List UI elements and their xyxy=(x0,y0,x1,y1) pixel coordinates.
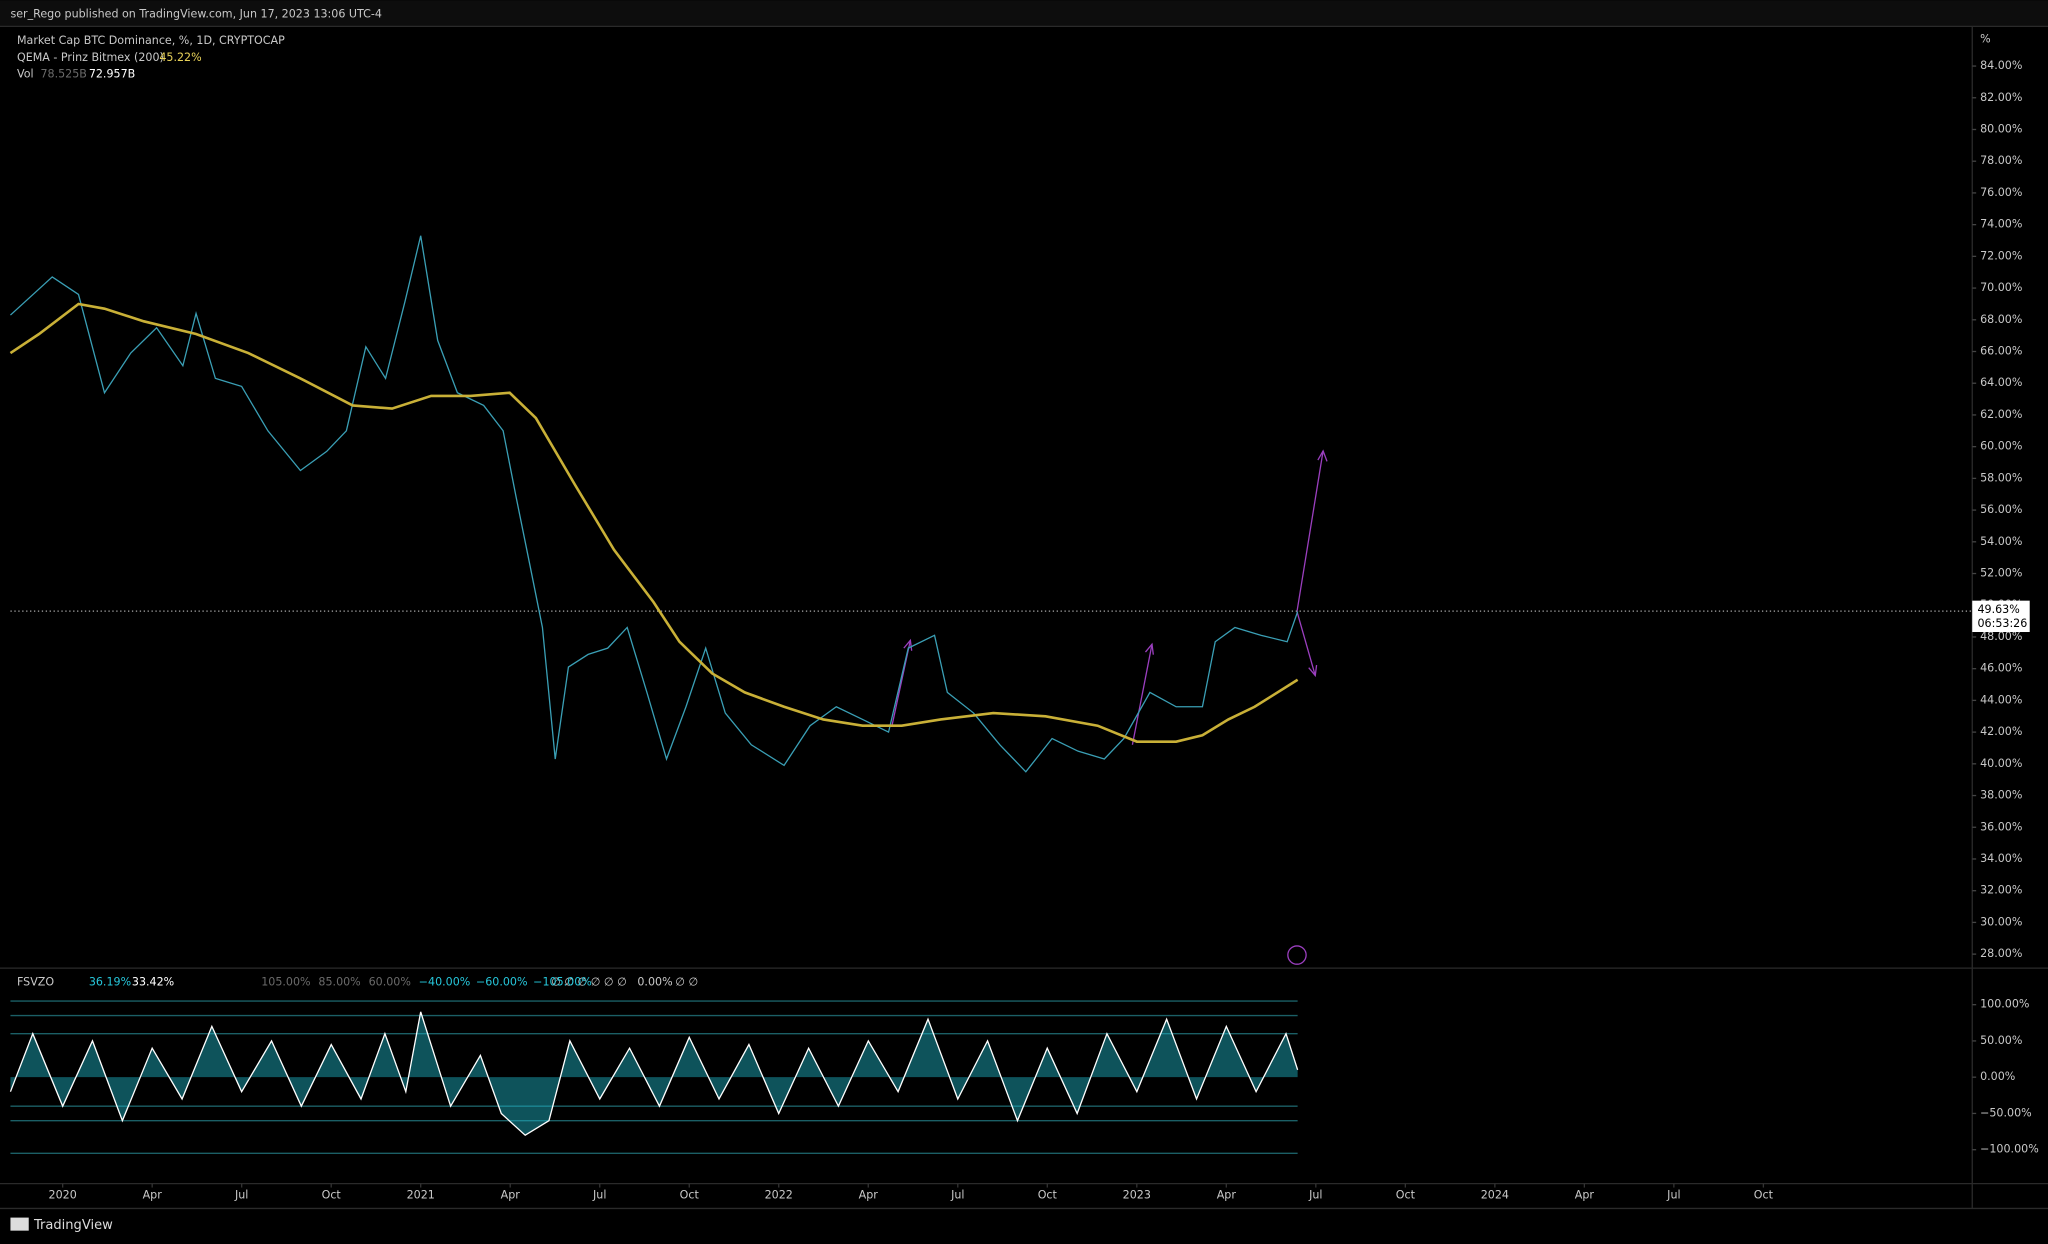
y-tick-label: 52.00% xyxy=(1980,567,2022,580)
x-tick-label: 2021 xyxy=(407,1188,435,1201)
y-tick-label: −50.00% xyxy=(1980,1106,2032,1119)
y-tick-label: 36.00% xyxy=(1980,820,2022,833)
y-tick-label: 82.00% xyxy=(1980,91,2022,104)
alert-icon[interactable] xyxy=(1287,945,1307,965)
y-tick-label: 42.00% xyxy=(1980,725,2022,738)
series-line xyxy=(10,235,1299,773)
last-price-label: 49.63% xyxy=(1977,603,2019,616)
arrow xyxy=(1131,644,1153,745)
unit-label: % xyxy=(1980,32,1991,45)
arrow xyxy=(1296,450,1324,612)
x-tick-label: Oct xyxy=(322,1188,342,1201)
y-tick-label: 80.00% xyxy=(1980,122,2022,135)
area xyxy=(10,1011,1298,1136)
arrow-head xyxy=(1308,665,1318,678)
level-label: −40.00% xyxy=(419,975,471,988)
y-tick-label: 62.00% xyxy=(1980,408,2022,421)
y-tick-label: 66.00% xyxy=(1980,345,2022,358)
x-tick-label: Oct xyxy=(1038,1188,1058,1201)
legend-vol-value: 78.525B xyxy=(40,68,86,81)
y-tick-label: 74.00% xyxy=(1980,218,2022,231)
series-line xyxy=(9,1011,1299,1136)
y-tick-label: 64.00% xyxy=(1980,376,2022,389)
legend-vol: Vol xyxy=(17,68,34,81)
published-text: ser_Rego published on TradingView.com, J… xyxy=(10,8,382,21)
indicator-empty: ∅ ∅ xyxy=(675,975,698,988)
x-tick-label: Jul xyxy=(592,1188,606,1201)
x-tick-label: Apr xyxy=(859,1188,879,1201)
legend-vol-value: 72.957B xyxy=(89,68,135,81)
level-label: −105.00% xyxy=(533,975,592,988)
y-tick-label: 40.00% xyxy=(1980,757,2022,770)
level-label: 85.00% xyxy=(318,975,360,988)
indicator-name: FSVZO xyxy=(17,975,54,988)
y-tick-label: 34.00% xyxy=(1980,852,2022,865)
y-tick-label: 0.00% xyxy=(1980,1070,2015,1083)
y-tick-label: 68.00% xyxy=(1980,313,2022,326)
y-tick-label: 44.00% xyxy=(1980,693,2022,706)
y-tick-label: 56.00% xyxy=(1980,503,2022,516)
x-tick-label: Apr xyxy=(1575,1188,1595,1201)
x-tick-label: 2024 xyxy=(1481,1188,1509,1201)
indicator-zero: 0.00% xyxy=(637,975,672,988)
drawings xyxy=(891,449,1328,745)
y-tick-label: 72.00% xyxy=(1980,249,2022,262)
indicator-value: 36.19% xyxy=(89,975,131,988)
legend-qema: QEMA - Prinz Bitmex (200) xyxy=(17,51,164,64)
x-tick-label: Apr xyxy=(501,1188,521,1201)
arrow-head xyxy=(1144,642,1154,655)
x-tick-label: 2023 xyxy=(1123,1188,1151,1201)
header-bar xyxy=(0,0,2048,27)
x-tick-label: Jul xyxy=(950,1188,964,1201)
y-tick-label: 32.00% xyxy=(1980,884,2022,897)
level-label: 60.00% xyxy=(369,975,411,988)
level-label: −60.00% xyxy=(476,975,528,988)
brand-logo xyxy=(10,1217,29,1231)
y-tick-label: 46.00% xyxy=(1980,662,2022,675)
y-tick-label: 48.00% xyxy=(1980,630,2022,643)
x-tick-label: 2020 xyxy=(49,1188,77,1201)
y-tick-label: 38.00% xyxy=(1980,789,2022,802)
y-tick-label: 50.00% xyxy=(1980,1034,2022,1047)
y-tick-label: 78.00% xyxy=(1980,154,2022,167)
x-tick-label: Jul xyxy=(1666,1188,1680,1201)
arrow xyxy=(1296,611,1316,676)
x-tick-label: Jul xyxy=(234,1188,248,1201)
x-tick-label: Apr xyxy=(143,1188,163,1201)
y-tick-label: 76.00% xyxy=(1980,186,2022,199)
y-tick-label: 28.00% xyxy=(1980,947,2022,960)
countdown-label: 06:53:26 xyxy=(1977,617,2027,630)
x-tick-label: 2022 xyxy=(765,1188,793,1201)
y-tick-label: −100.00% xyxy=(1980,1143,2039,1156)
level-label: 105.00% xyxy=(261,975,310,988)
y-tick-label: 70.00% xyxy=(1980,281,2022,294)
arrow-head xyxy=(1317,449,1328,462)
x-tick-label: Oct xyxy=(680,1188,700,1201)
y-tick-label: 58.00% xyxy=(1980,471,2022,484)
x-tick-label: Apr xyxy=(1217,1188,1237,1201)
legend-main: Market Cap BTC Dominance, %, 1D, CRYPTOC… xyxy=(17,34,285,47)
x-tick-label: Oct xyxy=(1754,1188,1774,1201)
series-line xyxy=(9,302,1299,743)
x-tick-label: Jul xyxy=(1308,1188,1322,1201)
y-tick-label: 30.00% xyxy=(1980,915,2022,928)
y-tick-label: 60.00% xyxy=(1980,440,2022,453)
last-price-box xyxy=(1972,600,2030,633)
indicator-empty: ∅ ∅ ∅ ∅ ∅ ∅ xyxy=(551,975,627,988)
y-tick-label: 84.00% xyxy=(1980,59,2022,72)
indicator-value: 33.42% xyxy=(132,975,174,988)
y-tick-label: 100.00% xyxy=(1980,998,2029,1011)
x-tick-label: Oct xyxy=(1396,1188,1416,1201)
y-tick-label: 54.00% xyxy=(1980,535,2022,548)
brand: TradingView xyxy=(33,1218,113,1233)
legend-qema-value: 45.22% xyxy=(159,51,201,64)
